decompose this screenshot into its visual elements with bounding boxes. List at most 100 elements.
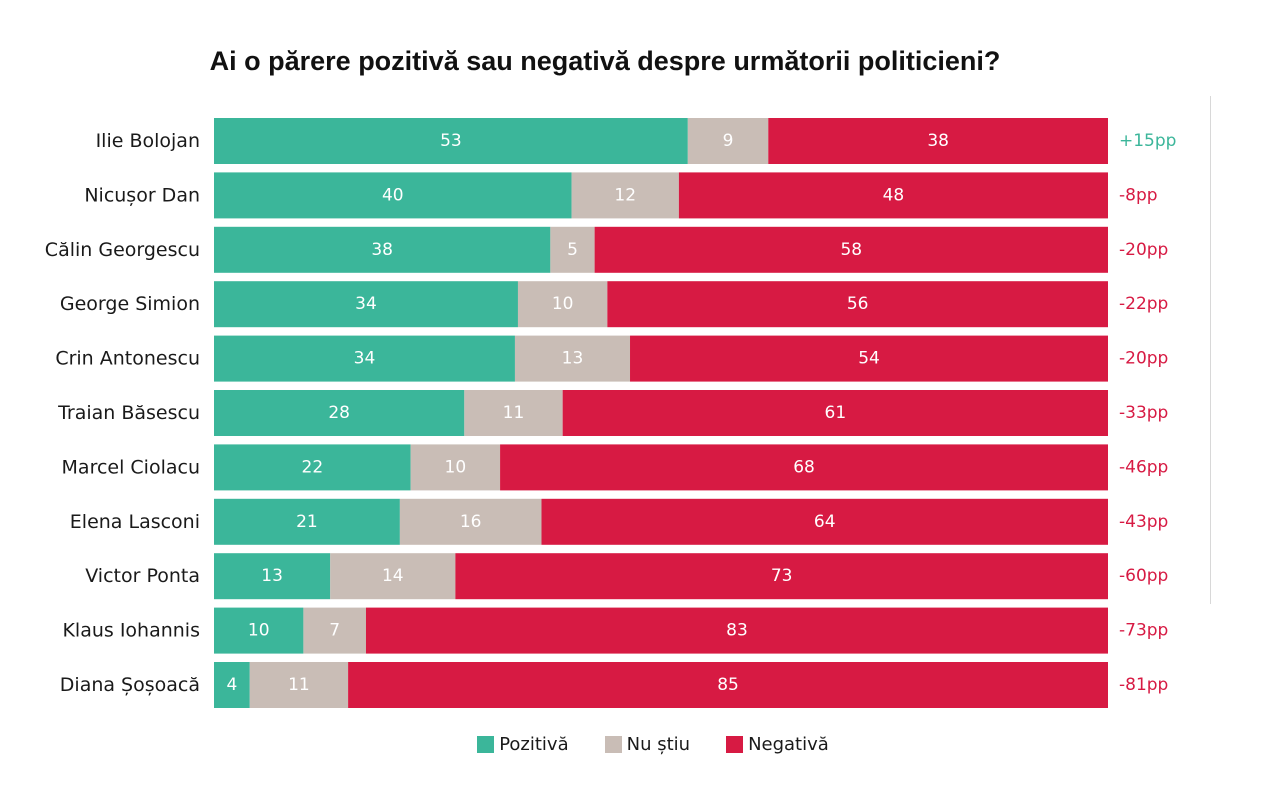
bar-segment-negative	[768, 118, 1108, 164]
data-label: 53	[440, 131, 462, 151]
legend-item: Pozitivă	[477, 734, 569, 755]
bar-segment-negative	[678, 172, 1108, 219]
net-label: -20pp	[1119, 240, 1168, 260]
bar-row: Victor Ponta 13 14 73 -60pp	[85, 553, 1168, 600]
bar-segment-unknown	[514, 335, 631, 382]
data-label: 4	[226, 675, 237, 695]
data-label: 48	[883, 185, 905, 205]
data-label: 61	[825, 403, 847, 423]
data-label: 68	[793, 457, 815, 477]
data-label: 21	[296, 512, 318, 532]
net-label: -73pp	[1119, 621, 1168, 641]
legend-swatch	[477, 736, 495, 753]
data-label: 58	[840, 240, 862, 260]
bar-segment-negative	[500, 444, 1109, 491]
legend-item: Negativă	[726, 734, 829, 755]
data-label: 38	[927, 131, 949, 151]
bar-segment-negative	[541, 498, 1108, 545]
legend-label: Negativă	[748, 734, 829, 755]
data-label: 13	[261, 566, 283, 586]
legend-swatch	[604, 736, 622, 753]
data-label: 16	[460, 512, 482, 532]
bar-row: George Simion 34 10 56 -22pp	[60, 281, 1168, 328]
data-label: 14	[382, 566, 404, 586]
net-label: -46pp	[1119, 457, 1168, 477]
data-label: 83	[726, 621, 748, 641]
bar-row: Călin Georgescu 38 5 58 -20pp	[45, 226, 1168, 273]
data-label: 54	[858, 349, 880, 369]
bar-row: Diana Șoșoacă 4 11 85 -81pp	[60, 662, 1168, 708]
net-label: -22pp	[1119, 294, 1168, 314]
bar-segment-negative	[348, 662, 1109, 708]
bar-segment-negative	[594, 226, 1108, 273]
category-label: Crin Antonescu	[55, 348, 200, 370]
bar-segment-positive	[214, 607, 304, 654]
data-label: 10	[248, 621, 270, 641]
data-label: 11	[503, 403, 525, 423]
bar-segment-negative	[455, 553, 1108, 600]
category-label: Diana Șoșoacă	[60, 674, 200, 696]
legend-label: Nu știu	[626, 734, 691, 755]
bar-segment-positive	[214, 335, 515, 382]
category-label: Ilie Bolojan	[96, 130, 200, 152]
net-label: +15pp	[1119, 131, 1176, 151]
bar-segment-positive	[214, 553, 331, 600]
right-divider	[1210, 96, 1211, 604]
data-label: 7	[329, 621, 340, 641]
data-label: 73	[771, 566, 793, 586]
bar-segment-positive	[214, 662, 250, 708]
bar-segment-unknown	[249, 662, 349, 708]
bar-segment-positive	[214, 172, 572, 219]
category-label: Elena Lasconi	[70, 511, 200, 533]
bar-segment-positive	[214, 444, 411, 491]
legend-label: Pozitivă	[499, 734, 569, 755]
category-label: Nicușor Dan	[84, 184, 200, 206]
data-label: 10	[445, 457, 467, 477]
bar-row: Klaus Iohannis 10 7 83 -73pp	[62, 607, 1168, 654]
category-label: Victor Ponta	[85, 565, 200, 587]
category-label: Călin Georgescu	[45, 239, 200, 261]
bar-segment-unknown	[410, 444, 501, 491]
category-label: Klaus Iohannis	[62, 620, 200, 642]
data-label: 28	[328, 403, 350, 423]
data-label: 34	[355, 294, 377, 314]
bar-segment-negative	[630, 335, 1108, 382]
bar-segment-unknown	[464, 390, 563, 436]
bar-row: Marcel Ciolacu 22 10 68 -46pp	[62, 444, 1168, 491]
bar-segment-positive	[214, 226, 551, 273]
bar-segment-unknown	[303, 607, 366, 654]
data-label: 34	[354, 349, 376, 369]
legend: Pozitivă Nu știu Negativă	[0, 734, 1280, 755]
data-label: 38	[371, 240, 393, 260]
data-label: 22	[302, 457, 324, 477]
bar-segment-positive	[214, 118, 688, 164]
bar-segment-unknown	[550, 226, 595, 273]
net-label: -81pp	[1119, 675, 1168, 695]
data-label: 85	[717, 675, 739, 695]
bar-segment-positive	[214, 281, 518, 328]
net-label: -20pp	[1119, 349, 1168, 369]
net-label: -8pp	[1119, 185, 1158, 205]
category-label: George Simion	[60, 293, 200, 315]
data-label: 5	[567, 240, 578, 260]
category-label: Marcel Ciolacu	[62, 456, 200, 478]
bar-segment-negative	[562, 390, 1108, 436]
bar-segment-positive	[214, 498, 400, 545]
data-label: 12	[614, 185, 636, 205]
bar-segment-unknown	[399, 498, 542, 545]
bar-segment-unknown	[571, 172, 679, 219]
bar-segment-positive	[214, 390, 465, 436]
bar-segment-unknown	[687, 118, 769, 164]
net-label: -60pp	[1119, 566, 1168, 586]
data-label: 11	[288, 675, 310, 695]
legend-swatch	[726, 736, 744, 753]
data-label: 56	[847, 294, 869, 314]
bar-segment-unknown	[517, 281, 608, 328]
data-label: 64	[814, 512, 836, 532]
data-label: 13	[562, 349, 584, 369]
bar-row: Nicușor Dan 40 12 48 -8pp	[84, 172, 1158, 219]
bar-row: Ilie Bolojan 53 9 38 +15pp	[96, 118, 1176, 164]
stacked-bar-chart: Ilie Bolojan 53 9 38 +15pp Nicușor Dan 40 12 48 -…	[45, 118, 1176, 708]
bar-row: Traian Băsescu 28 11 61 -33pp	[57, 390, 1168, 436]
chart-title: Ai o părere pozitivă sau negativă despre…	[209, 46, 1001, 76]
